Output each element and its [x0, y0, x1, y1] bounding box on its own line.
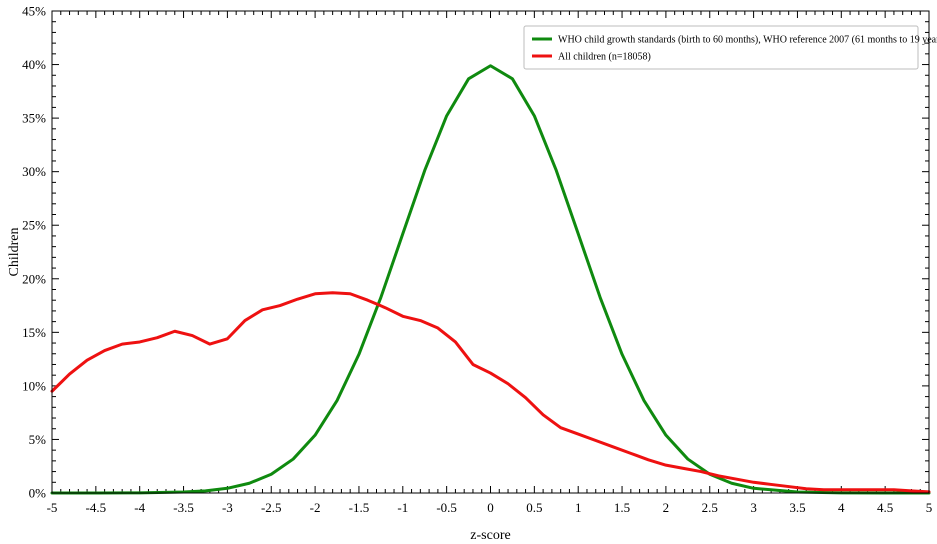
x-tick-label: -3.5: [173, 500, 194, 515]
y-tick-label: 5%: [29, 432, 47, 447]
x-tick-label: -2.5: [261, 500, 282, 515]
series-layer: [50, 64, 931, 495]
x-tick-label: 1: [575, 500, 582, 515]
x-tick-label: -3: [222, 500, 233, 515]
x-tick-label: -2: [310, 500, 321, 515]
legend-entry-all-children: All children (n=18058): [558, 52, 651, 63]
x-tick-label: 0.5: [526, 500, 542, 515]
x-tick-label: -1.5: [349, 500, 370, 515]
y-tick-label: 35%: [22, 111, 46, 126]
y-tick-label: 0%: [29, 486, 47, 501]
plot-frame: [51, 10, 930, 494]
x-tick-label: 1.5: [614, 500, 630, 515]
x-tick-label: 3.5: [789, 500, 805, 515]
x-tick-label: 2: [663, 500, 670, 515]
x-tick-label: 0: [487, 500, 494, 515]
x-tick-label: 4: [838, 500, 845, 515]
series-line-all-children: [50, 291, 931, 494]
x-tick-label: -0.5: [436, 500, 457, 515]
legend: WHO child growth standards (birth to 60 …: [523, 25, 937, 70]
y-tick-label: 20%: [22, 271, 46, 286]
x-tick-label: -5: [47, 500, 58, 515]
x-tick-label: -4.5: [86, 500, 107, 515]
x-axis-label: z-score: [470, 528, 510, 543]
y-tick-label: 45%: [22, 4, 46, 19]
y-tick-label: 40%: [22, 57, 46, 72]
x-tick-label: 4.5: [877, 500, 893, 515]
tick-labels: -5 -4.5 -4 -3.5 -3 -2.5 -2 -1.5 -1 -0.5 0 0.5 1 1.5 2 2…: [22, 4, 932, 516]
y-tick-label: 30%: [22, 164, 46, 179]
x-tick-label: 5: [926, 500, 933, 515]
y-tick-label: 25%: [22, 218, 46, 233]
legend-box: [523, 25, 919, 70]
series-line-who: [50, 64, 931, 495]
y-tick-label: 15%: [22, 325, 46, 340]
x-tick-label: -1: [397, 500, 408, 515]
x-tick-label: -4: [134, 500, 145, 515]
y-axis-label: Children: [7, 228, 22, 277]
axis-ticks: [51, 10, 930, 494]
legend-entry-who: WHO child growth standards (birth to 60 …: [558, 35, 937, 46]
y-tick-label: 10%: [22, 378, 46, 393]
x-tick-label: 3: [750, 500, 757, 515]
x-tick-label: 2.5: [702, 500, 718, 515]
